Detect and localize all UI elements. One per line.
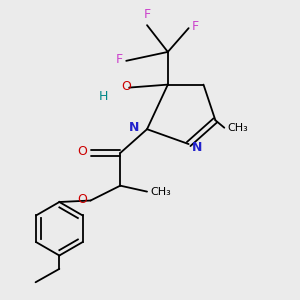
Text: O: O bbox=[121, 80, 131, 93]
Text: N: N bbox=[192, 140, 202, 154]
Text: F: F bbox=[143, 8, 151, 21]
Text: H: H bbox=[99, 90, 108, 103]
Text: F: F bbox=[192, 20, 199, 33]
Text: O: O bbox=[78, 145, 88, 158]
Text: N: N bbox=[129, 121, 140, 134]
Text: CH₃: CH₃ bbox=[227, 123, 248, 133]
Text: F: F bbox=[116, 53, 123, 66]
Text: O: O bbox=[78, 193, 88, 206]
Text: CH₃: CH₃ bbox=[150, 187, 171, 196]
